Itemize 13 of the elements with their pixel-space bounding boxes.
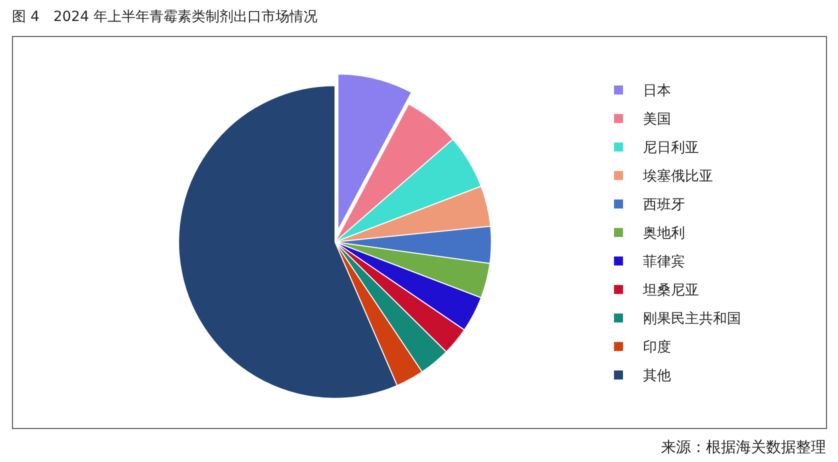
legend-label: 西班牙 <box>643 196 685 212</box>
source-note: 来源：根据海关数据整理 <box>661 438 826 457</box>
legend-label: 刚果民主共和国 <box>643 310 741 326</box>
legend-label: 其他 <box>643 367 671 383</box>
legend-label: 美国 <box>643 110 671 126</box>
legend-label: 坦桑尼亚 <box>642 282 699 298</box>
legend-label: 奥地利 <box>643 224 685 240</box>
legend-label: 日本 <box>643 82 671 98</box>
chart-title: 图 4 2024 年上半年青霉素类制剂出口市场情况 <box>12 8 318 26</box>
legend-label: 尼日利亚 <box>643 139 699 155</box>
legend-label: 埃塞俄比亚 <box>642 168 713 184</box>
legend-label: 印度 <box>643 338 671 354</box>
legend-label: 菲律宾 <box>643 253 685 269</box>
